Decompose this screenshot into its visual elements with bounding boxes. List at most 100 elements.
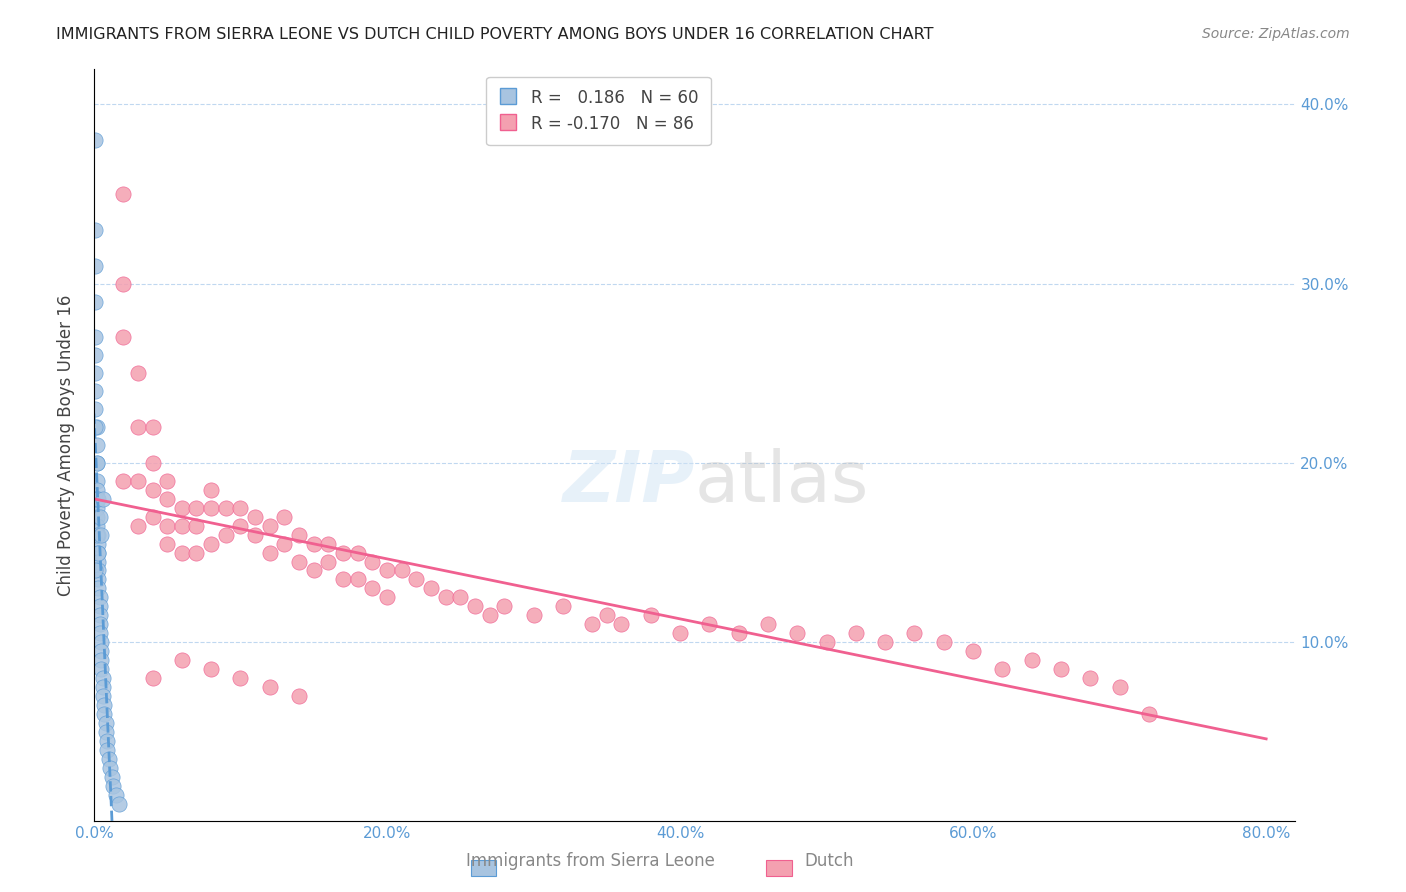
Point — [581, 617, 603, 632]
Point — [156, 474, 179, 488]
Point — [229, 671, 252, 685]
Point — [699, 617, 721, 632]
Point — [91, 680, 114, 694]
Point — [84, 294, 107, 309]
Text: Source: ZipAtlas.com: Source: ZipAtlas.com — [1202, 27, 1350, 41]
Point — [1078, 671, 1101, 685]
Point — [669, 626, 692, 640]
Point — [141, 420, 163, 434]
Point — [346, 573, 368, 587]
Point — [186, 500, 208, 515]
Point — [104, 788, 127, 802]
Point — [215, 500, 238, 515]
Point — [551, 599, 574, 614]
Point — [186, 545, 208, 559]
Point — [89, 626, 111, 640]
Point — [93, 698, 115, 712]
Point — [288, 527, 311, 541]
Point — [991, 662, 1014, 676]
Point — [87, 545, 110, 559]
Point — [112, 330, 135, 344]
Text: ZIP: ZIP — [562, 448, 695, 517]
Point — [141, 509, 163, 524]
Point — [420, 582, 443, 596]
Point — [170, 653, 193, 667]
Point — [87, 555, 110, 569]
Point — [346, 545, 368, 559]
Point — [156, 491, 179, 506]
Point — [273, 509, 295, 524]
Point — [903, 626, 925, 640]
Point — [90, 644, 112, 658]
Text: IMMIGRANTS FROM SIERRA LEONE VS DUTCH CHILD POVERTY AMONG BOYS UNDER 16 CORRELAT: IMMIGRANTS FROM SIERRA LEONE VS DUTCH CH… — [56, 27, 934, 42]
Point — [86, 456, 108, 470]
Point — [84, 564, 107, 578]
Point — [96, 743, 118, 757]
Point — [87, 545, 110, 559]
Text: Dutch: Dutch — [804, 852, 855, 870]
Point — [89, 509, 111, 524]
Point — [86, 456, 108, 470]
Point — [84, 491, 107, 506]
Point — [302, 536, 325, 550]
Point — [108, 797, 131, 811]
Point — [756, 617, 779, 632]
Text: atlas: atlas — [695, 448, 869, 517]
Point — [87, 582, 110, 596]
Point — [273, 536, 295, 550]
Point — [332, 545, 354, 559]
Point — [89, 608, 111, 623]
Point — [318, 555, 340, 569]
Point — [786, 626, 808, 640]
Point — [97, 752, 120, 766]
Point — [259, 518, 281, 533]
Point — [288, 689, 311, 703]
Point — [96, 733, 118, 747]
Point — [84, 133, 107, 147]
Point — [962, 644, 984, 658]
Point — [259, 680, 281, 694]
Point — [361, 582, 384, 596]
Point — [112, 474, 135, 488]
Point — [87, 527, 110, 541]
Point — [90, 662, 112, 676]
Point — [332, 573, 354, 587]
Point — [86, 500, 108, 515]
Point — [90, 527, 112, 541]
Point — [375, 591, 398, 605]
Point — [94, 715, 117, 730]
Point — [84, 402, 107, 417]
Point — [101, 779, 124, 793]
Point — [170, 500, 193, 515]
Point — [84, 330, 107, 344]
Point — [127, 474, 149, 488]
Point — [86, 518, 108, 533]
Point — [89, 617, 111, 632]
Point — [90, 653, 112, 667]
Point — [86, 491, 108, 506]
Point — [86, 527, 108, 541]
Point — [405, 573, 427, 587]
Point — [170, 518, 193, 533]
Point — [845, 626, 868, 640]
Point — [86, 420, 108, 434]
Point — [86, 438, 108, 452]
Point — [156, 536, 179, 550]
Point — [1021, 653, 1043, 667]
Point — [156, 518, 179, 533]
Point — [127, 366, 149, 380]
Point — [932, 635, 955, 649]
Point — [596, 608, 619, 623]
Point — [464, 599, 486, 614]
Point — [1137, 706, 1160, 721]
Point — [302, 564, 325, 578]
Point — [288, 555, 311, 569]
Point — [215, 527, 238, 541]
Point — [112, 186, 135, 201]
Legend: R =   0.186   N = 60, R = -0.170   N = 86: R = 0.186 N = 60, R = -0.170 N = 86 — [486, 77, 710, 145]
Point — [112, 277, 135, 291]
Point — [84, 366, 107, 380]
Point — [434, 591, 457, 605]
Point — [84, 420, 107, 434]
Point — [361, 555, 384, 569]
